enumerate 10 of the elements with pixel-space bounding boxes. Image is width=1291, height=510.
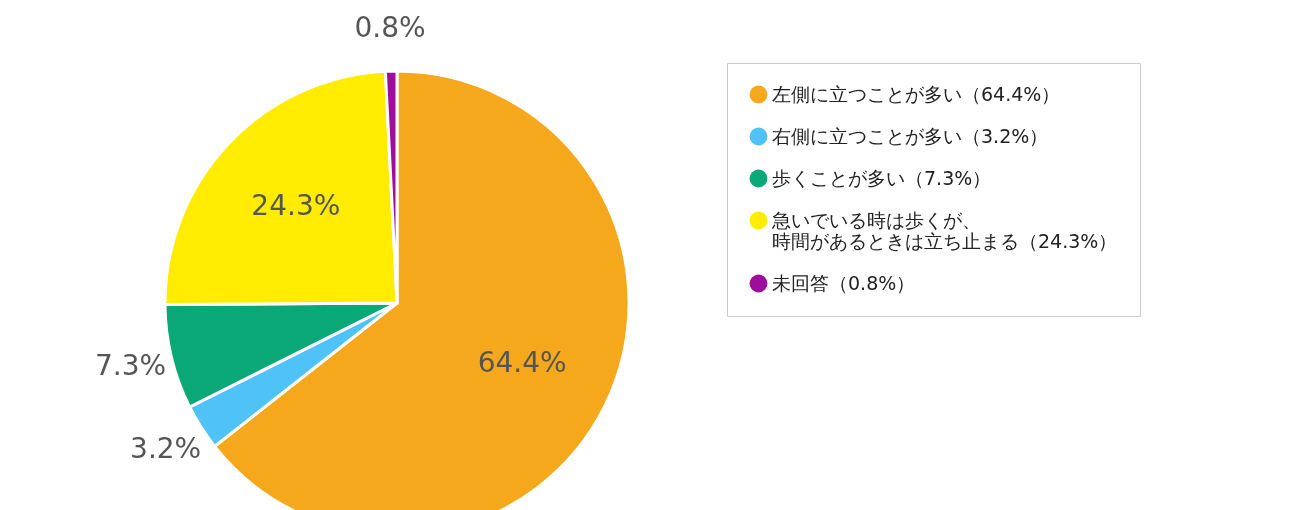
data-label: 64.4% (477, 345, 567, 379)
data-label: 24.3% (251, 189, 341, 223)
legend-label: 急いでいる時は歩くが、時間があるときは立ち止まる（24.3%） (771, 208, 1118, 252)
data-label: 0.8% (354, 11, 426, 45)
data-label: 3.2% (130, 431, 202, 465)
legend-label: 未回答（0.8%） (772, 271, 916, 294)
legend-label: 歩くことが多い（7.3%） (772, 166, 992, 189)
data-label: 7.3% (95, 348, 167, 382)
legend-label: 右側に立つことが多い（3.2%） (772, 124, 1049, 147)
legend-label: 左側に立つことが多い（64.4%） (772, 82, 1061, 105)
